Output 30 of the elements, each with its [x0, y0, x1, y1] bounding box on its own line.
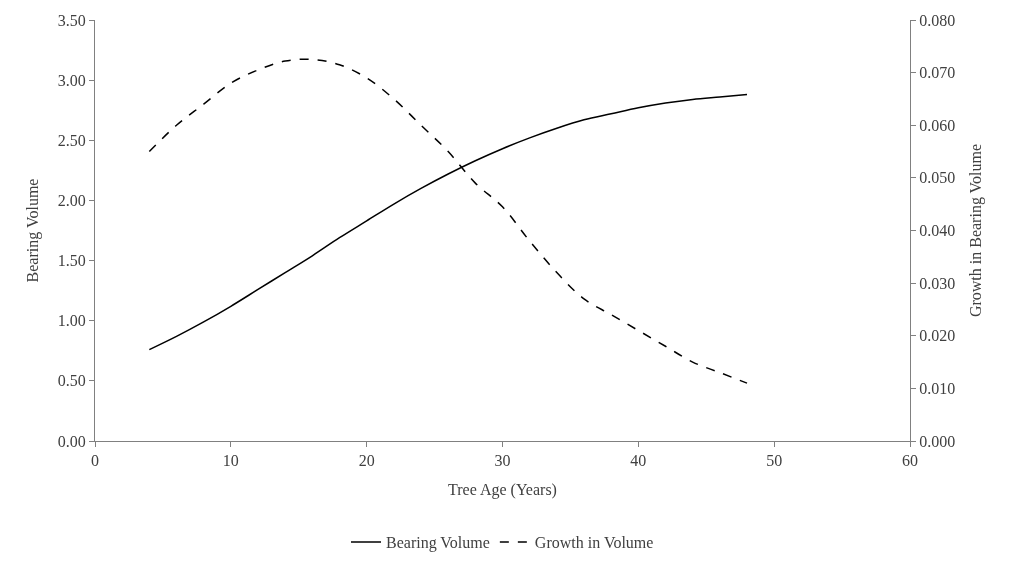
y-tick-label: 2.50: [57, 131, 86, 149]
y2-tick-label: 0.040: [919, 222, 956, 240]
y-axis-title: Bearing Volume: [23, 178, 42, 283]
y2-tick-label: 0.010: [919, 379, 956, 397]
y2-tick-label: 0.020: [919, 327, 956, 345]
y-tick-label: 1.50: [57, 252, 86, 270]
y2-tick-label: 0.050: [919, 169, 956, 187]
x-axis-title: Tree Age (Years): [448, 480, 557, 499]
x-tick-label: 30: [494, 452, 511, 470]
y2-tick-label: 0.080: [919, 11, 956, 29]
line-series: [148, 58, 748, 384]
y2-axis-title: Growth in Bearing Volume: [966, 143, 985, 318]
x-tick-label: 0: [91, 452, 99, 470]
x-tick-label: 60: [902, 452, 918, 470]
y2-tick-label: 0.030: [919, 274, 956, 292]
y2-tick-label: 0.000: [919, 432, 956, 450]
y-tick-label: 3.50: [57, 11, 86, 29]
legend-label: Bearing Volume: [386, 534, 490, 553]
y-tick-label: 0.50: [57, 372, 86, 390]
x-tick-label: 50: [766, 452, 783, 470]
x-tick-label: 40: [630, 452, 647, 470]
legend-label: Growth in Volume: [534, 534, 654, 552]
y-tick-label: 0.00: [57, 432, 86, 450]
y-tick-label: 3.00: [57, 71, 86, 89]
y2-tick-label: 0.060: [919, 116, 956, 134]
x-tick-label: 20: [358, 452, 375, 470]
y2-tick-label: 0.070: [919, 64, 956, 82]
x-tick-label: 10: [222, 452, 239, 470]
y-tick-label: 2.00: [57, 192, 86, 210]
y-tick-label: 1.00: [57, 312, 86, 330]
